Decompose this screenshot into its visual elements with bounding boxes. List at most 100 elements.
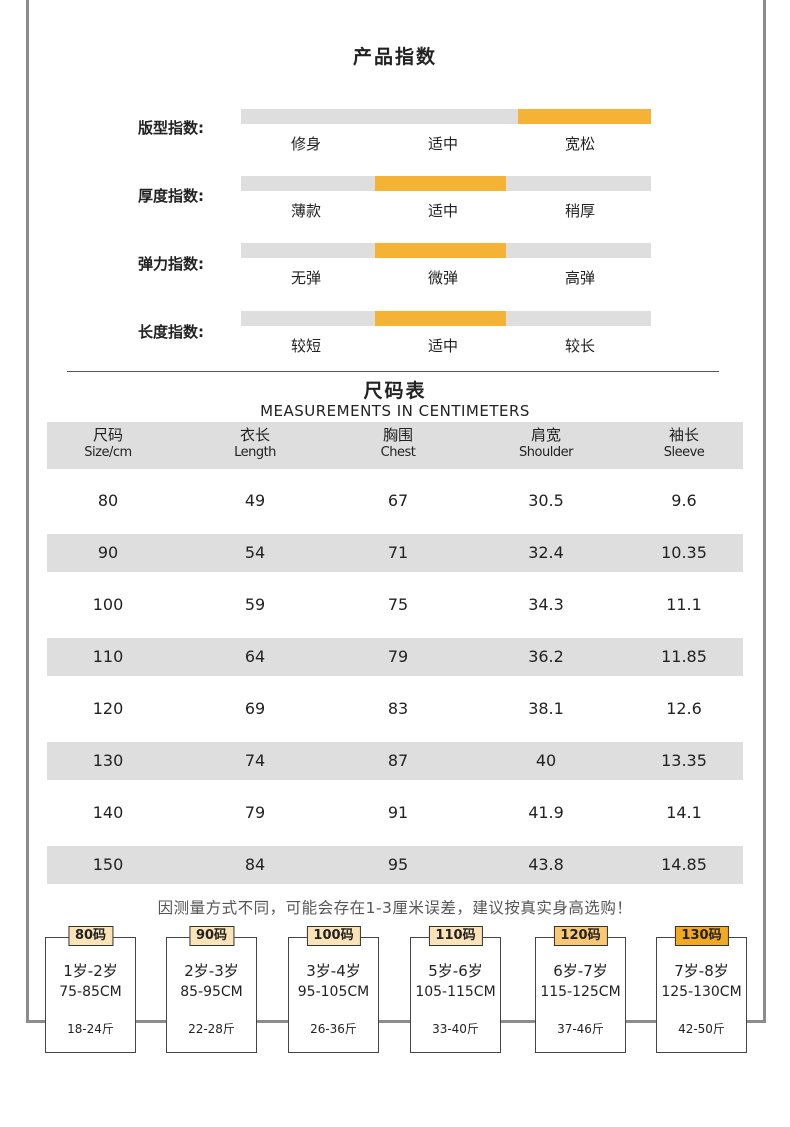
cell-size: 100 [92,595,124,614]
weight-range: 18-24斤 [67,1022,114,1036]
size-chart-title: 尺码表 [363,380,427,402]
header-chest-cn: 胸围 [382,426,413,444]
thickness-index-option-1: 薄款 [290,202,321,220]
age-range: 5岁-6岁 [428,962,483,980]
cell-chest: 67 [387,491,409,510]
cell-shoulder: 41.9 [528,803,564,822]
fit-index-option-2: 适中 [427,135,458,153]
size-tag: 120码 [553,926,608,946]
height-range: 115-125CM [540,984,621,1000]
size-tag: 100码 [306,926,361,946]
elasticity-index-option-3: 高弹 [564,269,595,287]
header-shoulder-en: Shoulder [519,445,573,460]
height-range: 95-105CM [297,984,370,1000]
header-length-cn: 衣长 [239,426,270,444]
length-index-option-1: 较短 [290,337,321,355]
size-tag: 130码 [674,926,729,946]
cell-chest: 79 [387,647,409,666]
cell-length: 84 [244,855,266,874]
age-range: 3岁-4岁 [306,962,361,980]
table-row: 150 84 95 43.8 14.85 [47,846,743,884]
cell-sleeve: 9.6 [671,491,697,510]
length-index-label: 长度指数: [138,323,204,341]
cell-sleeve: 10.35 [661,543,707,562]
fit-index-option-3: 宽松 [564,135,595,153]
cell-shoulder: 34.3 [528,595,564,614]
cell-size: 150 [92,855,124,874]
length-index-bar [241,311,651,326]
table-row: 90 54 71 32.4 10.35 [47,534,743,572]
frame-bottom-line [26,1020,766,1023]
cell-shoulder: 38.1 [528,699,564,718]
weight-range: 37-46斤 [557,1022,604,1036]
thickness-index-selected-segment [375,176,506,191]
cell-sleeve: 14.85 [661,855,707,874]
length-index-selected-segment [375,311,506,326]
size-table-header: 尺码 Size/cm 衣长 Length 胸围 Chest 肩宽 Shoulde… [47,422,743,469]
cell-size: 120 [92,699,124,718]
table-row: 80 49 67 30.5 9.6 [47,482,743,520]
cell-length: 69 [244,699,266,718]
header-shoulder: 肩宽 Shoulder [481,426,611,462]
thickness-index-option-2: 适中 [427,202,458,220]
cell-length: 59 [244,595,266,614]
fit-index-option-1: 修身 [290,135,321,153]
header-sleeve-en: Sleeve [663,445,705,460]
age-range: 1岁-2岁 [63,962,118,980]
height-range: 105-115CM [415,984,496,1000]
length-index-option-2: 适中 [427,337,458,355]
frame-right-line [763,0,766,1023]
cell-size: 110 [92,647,124,666]
cell-chest: 75 [387,595,409,614]
table-row: 100 59 75 34.3 11.1 [47,586,743,624]
measurement-error-note: 因测量方式不同，可能会存在1-3厘米误差，建议按真实身高选购！ [157,899,633,917]
size-chart-subtitle: MEASUREMENTS IN CENTIMETERS [260,402,530,420]
size-card-110: 110码 5岁-6岁 105-115CM 33-40斤 [410,926,501,1053]
cell-sleeve: 13.35 [661,751,707,770]
fit-index-selected-segment [518,109,651,124]
height-range: 85-95CM [180,984,243,1000]
cell-shoulder: 30.5 [528,491,564,510]
height-range: 75-85CM [59,984,122,1000]
header-sleeve-cn: 袖长 [668,426,699,444]
cell-chest: 87 [387,751,409,770]
section-divider [67,371,719,372]
weight-range: 22-28斤 [188,1022,235,1036]
elasticity-index-option-1: 无弹 [290,269,321,287]
size-card-90: 90码 2岁-3岁 85-95CM 22-28斤 [166,926,257,1053]
cell-length: 64 [244,647,266,666]
size-card-120: 120码 6岁-7岁 115-125CM 37-46斤 [535,926,626,1053]
header-size: 尺码 Size/cm [43,426,173,462]
header-chest-en: Chest [380,445,416,460]
cell-shoulder: 36.2 [528,647,564,666]
size-card-130: 130码 7岁-8岁 125-130CM 42-50斤 [656,926,747,1053]
cell-size: 80 [97,491,119,510]
table-row: 140 79 91 41.9 14.1 [47,794,743,832]
cell-size: 130 [92,751,124,770]
cell-shoulder: 43.8 [528,855,564,874]
cell-shoulder: 32.4 [528,543,564,562]
thickness-index-label: 厚度指数: [138,187,204,205]
age-range: 7岁-8岁 [674,962,729,980]
elasticity-index-label: 弹力指数: [138,255,204,273]
thickness-index-option-3: 稍厚 [564,202,595,220]
cell-sleeve: 11.1 [666,595,702,614]
thickness-index-bar [241,176,651,191]
table-row: 120 69 83 38.1 12.6 [47,690,743,728]
cell-length: 54 [244,543,266,562]
table-row: 110 64 79 36.2 11.85 [47,638,743,676]
header-sleeve: 袖长 Sleeve [619,426,749,462]
weight-range: 33-40斤 [432,1022,479,1036]
elasticity-index-selected-segment [375,243,506,258]
cell-size: 140 [92,803,124,822]
size-tag: 90码 [188,926,235,946]
cell-chest: 91 [387,803,409,822]
size-tag: 110码 [428,926,483,946]
product-index-title: 产品指数 [352,46,437,68]
header-length: 衣长 Length [190,426,320,462]
elasticity-index-option-2: 微弹 [427,269,458,287]
header-shoulder-cn: 肩宽 [530,426,561,444]
cell-chest: 71 [387,543,409,562]
length-index-option-3: 较长 [564,337,595,355]
cell-chest: 95 [387,855,409,874]
